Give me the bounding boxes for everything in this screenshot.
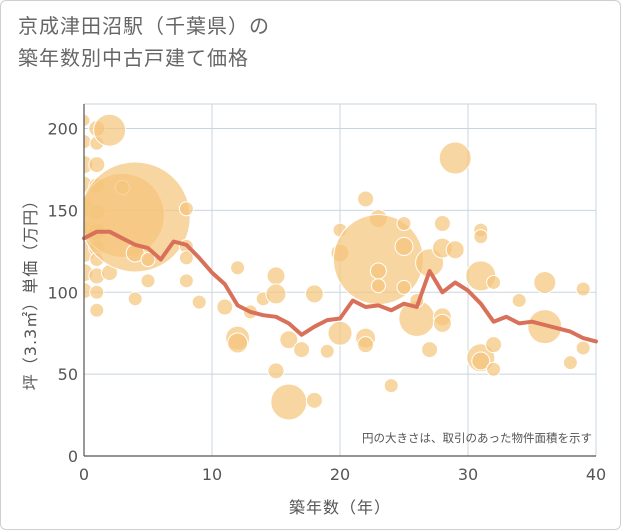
chart-title-line-1: 京成津田沼駅（千葉県）の [18,14,270,38]
trend-layer [82,229,598,344]
data-bubble [230,260,246,276]
x-tick-label: 40 [586,465,606,484]
data-bubble [511,292,527,308]
data-bubble [575,281,591,297]
data-bubble [304,284,324,304]
data-bubble [357,190,375,208]
data-bubble [396,216,412,232]
x-axis-label: 築年数（年） [289,498,391,517]
data-bubble [486,274,502,290]
data-bubble [533,270,557,294]
data-bubble [438,141,472,175]
chart-title: 京成津田沼駅（千葉県）の 築年数別中古戸建て価格 [18,10,578,74]
y-tick-label: 200 [47,120,78,139]
data-bubble [319,343,335,359]
data-bubble [178,273,194,289]
data-bubble [433,215,451,233]
data-bubble [445,240,465,260]
data-bubble [89,302,105,318]
y-tick-label: 0 [68,447,78,466]
data-bubble [293,341,311,359]
data-bubble [265,283,287,305]
x-tick-label: 0 [79,465,89,484]
y-tick-label: 50 [58,365,78,384]
data-bubble [266,266,286,286]
data-bubble [471,351,491,371]
data-bubble [270,383,308,421]
size-note: 円の大きさは、取引のあった物件面積を示す [362,431,592,445]
data-bubble [357,336,375,354]
data-bubble [88,156,106,174]
data-bubble [191,294,207,310]
data-bubble [562,355,578,371]
data-bubble [396,279,412,295]
data-bubble [89,284,105,300]
data-bubble [473,229,489,245]
data-bubble [178,250,194,266]
data-bubble [421,341,439,359]
data-bubble [383,378,399,394]
data-bubble [227,332,249,354]
data-bubble [305,391,323,409]
data-bubble [93,113,127,147]
data-bubble [575,340,591,356]
x-tick-label: 30 [458,465,478,484]
data-bubble [84,161,191,273]
data-bubble [370,278,386,294]
y-axis-label: 坪（3.3㎡）単価（万円） [21,192,40,390]
trend-line [82,229,598,344]
data-bubble [178,201,194,217]
data-bubble [127,291,143,307]
x-tick-label: 10 [202,465,222,484]
y-tick-label: 150 [47,201,78,220]
x-tick-label: 20 [330,465,350,484]
data-bubble [267,362,285,380]
data-bubble [84,113,91,127]
data-bubble [327,320,353,346]
chart-title-line-2: 築年数別中古戸建て価格 [18,46,249,70]
data-bubble [279,330,299,350]
data-bubble [369,262,387,280]
data-bubble [485,336,503,354]
axes: 0 10 20 30 40 0 50 100 150 200 [47,104,606,484]
data-bubble [140,273,156,289]
y-tick-label: 100 [47,283,78,302]
data-bubble [216,298,234,316]
data-bubble [394,236,414,256]
data-bubble [486,361,502,377]
data-bubble [140,252,156,268]
bubble-layer [84,113,591,421]
data-bubble [432,313,452,333]
